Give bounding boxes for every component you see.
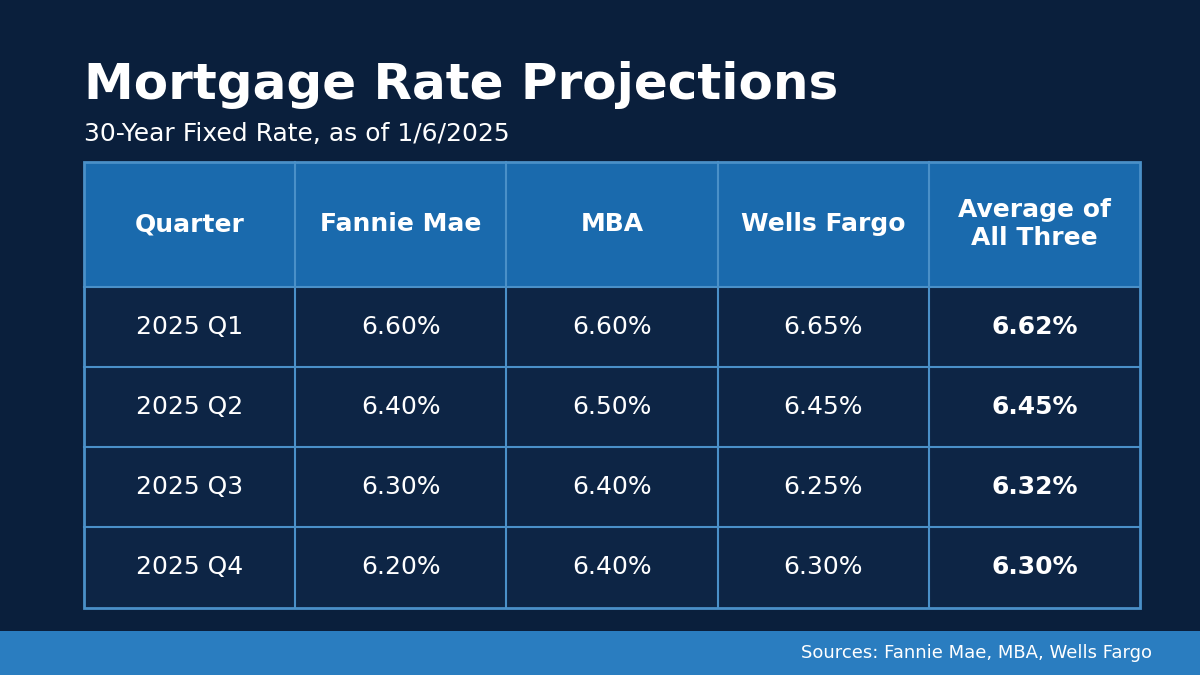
Text: 6.60%: 6.60% [572,315,652,339]
Text: 6.50%: 6.50% [572,395,652,419]
Text: 6.62%: 6.62% [991,315,1078,339]
Text: 6.30%: 6.30% [991,556,1078,579]
Text: MBA: MBA [581,213,643,236]
Text: Average of
All Three: Average of All Three [958,198,1111,250]
Text: Fannie Mae: Fannie Mae [320,213,481,236]
Text: 6.30%: 6.30% [361,475,440,500]
Text: 2025 Q1: 2025 Q1 [136,315,244,339]
Text: 2025 Q2: 2025 Q2 [136,395,244,419]
Text: Wells Fargo: Wells Fargo [740,213,906,236]
Text: 2025 Q3: 2025 Q3 [136,475,244,500]
Text: 30-Year Fixed Rate, as of 1/6/2025: 30-Year Fixed Rate, as of 1/6/2025 [84,122,510,146]
Text: 2025 Q4: 2025 Q4 [136,556,244,579]
Text: 6.30%: 6.30% [784,556,863,579]
Text: Sources: Fannie Mae, MBA, Wells Fargo: Sources: Fannie Mae, MBA, Wells Fargo [802,644,1152,662]
Text: Mortgage Rate Projections: Mortgage Rate Projections [84,61,839,109]
Text: 6.40%: 6.40% [572,475,652,500]
Text: 6.40%: 6.40% [572,556,652,579]
Text: 6.45%: 6.45% [991,395,1078,419]
Text: 6.40%: 6.40% [361,395,440,419]
Text: 6.20%: 6.20% [361,556,440,579]
Text: 6.60%: 6.60% [361,315,440,339]
Text: 6.32%: 6.32% [991,475,1078,500]
Text: 6.25%: 6.25% [784,475,863,500]
Text: Quarter: Quarter [134,213,245,236]
Text: 6.45%: 6.45% [784,395,863,419]
Text: 6.65%: 6.65% [784,315,863,339]
